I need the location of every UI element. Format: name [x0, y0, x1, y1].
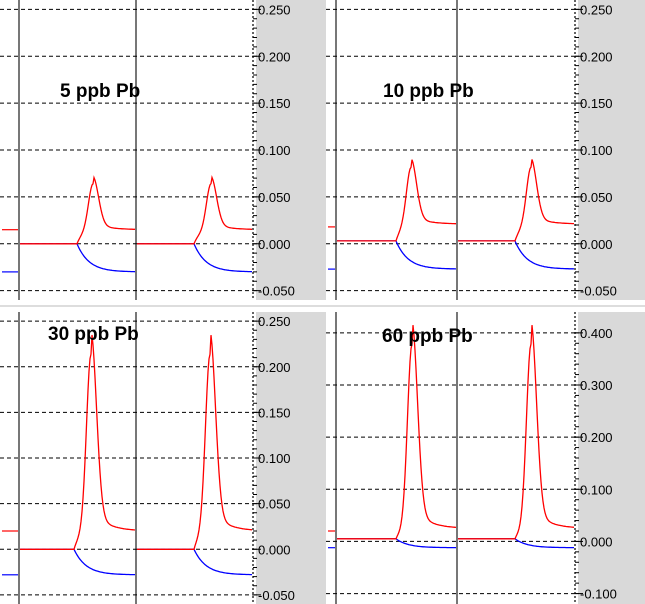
blue-trace — [20, 549, 135, 574]
y-tick-label: 0.000 — [580, 534, 613, 549]
red-trace — [458, 325, 574, 539]
panel-title: 60 ppb Pb — [382, 326, 473, 347]
y-tick-label: 0.000 — [580, 237, 613, 252]
y-tick-label: 0.150 — [258, 405, 291, 420]
red-trace — [337, 160, 456, 241]
y-tick-label: 0.200 — [258, 360, 291, 375]
y-tick-label: 0.000 — [258, 237, 291, 252]
panel-30ppb: -0.050 0.000 0.050 0.100 0.150 0.200 0.250 30 p… — [0, 312, 326, 604]
blue-trace — [458, 241, 574, 269]
blue-trace — [20, 244, 135, 272]
y-tick-label: 0.150 — [258, 96, 291, 111]
y-tick-label: 0.100 — [258, 451, 291, 466]
y-tick-label: 0.300 — [580, 378, 613, 393]
blue-trace — [137, 244, 252, 272]
y-tick-label: 0.250 — [580, 2, 613, 17]
panel-60ppb: -0.100 0.000 0.100 0.200 0.300 0.400 60 ppb Pb — [326, 312, 645, 604]
panel-title: 5 ppb Pb — [60, 81, 140, 102]
y-tick-label: -0.050 — [258, 588, 295, 603]
y-tick-label: 0.050 — [258, 497, 291, 512]
y-tick-label: 0.400 — [580, 326, 613, 341]
y-tick-label: 0.150 — [580, 96, 613, 111]
y-tick-label: 0.200 — [580, 430, 613, 445]
y-tick-label: 0.050 — [258, 190, 291, 205]
panel-title: 10 ppb Pb — [383, 81, 474, 102]
y-tick-label: -0.100 — [580, 587, 617, 602]
y-tick-label: 0.200 — [580, 49, 613, 64]
y-tick-label: 0.250 — [258, 314, 291, 329]
blue-trace — [137, 549, 252, 574]
y-tick-label: 0.000 — [258, 542, 291, 557]
panel-title: 30 ppb Pb — [48, 324, 139, 345]
y-tick-label: 0.100 — [580, 482, 613, 497]
y-tick-label: 0.100 — [258, 143, 291, 158]
red-trace — [458, 160, 574, 241]
red-trace — [137, 178, 252, 244]
y-tick-label: 0.200 — [258, 49, 291, 64]
blue-trace — [337, 539, 456, 548]
y-tick-label: -0.050 — [258, 284, 295, 299]
red-trace — [20, 178, 135, 244]
y-tick-label: 0.050 — [580, 190, 613, 205]
y-tick-label: 0.100 — [580, 143, 613, 158]
y-tick-label: -0.050 — [580, 284, 617, 299]
y-axis-band — [578, 312, 645, 604]
panel-10ppb: -0.050 0.000 0.050 0.100 0.150 0.200 0.250 10 p… — [326, 0, 645, 300]
blue-trace — [337, 241, 456, 269]
red-trace — [337, 325, 456, 539]
blue-trace — [458, 539, 574, 548]
panel-5ppb: -0.050 0.000 0.050 0.100 0.150 0.200 0.250 5 pp… — [0, 0, 326, 300]
y-tick-label: 0.250 — [258, 2, 291, 17]
